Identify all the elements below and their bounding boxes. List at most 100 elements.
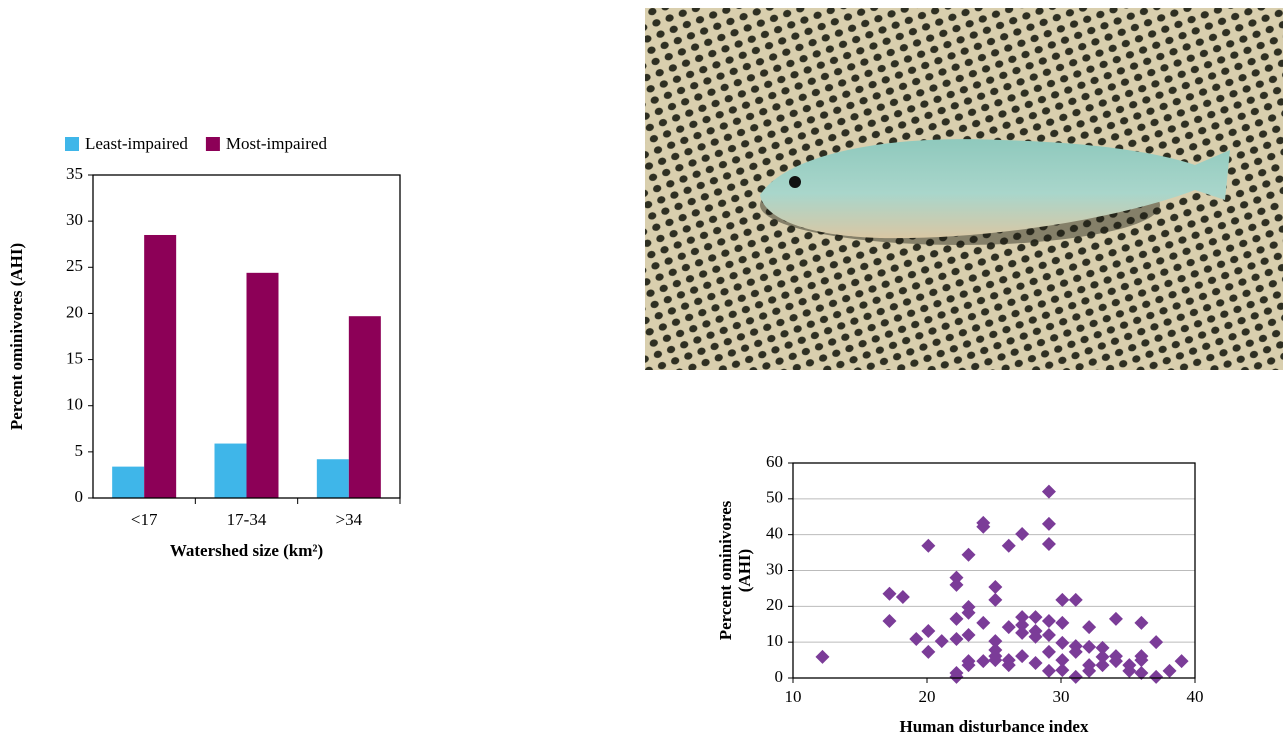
bar [214, 443, 247, 498]
y-tick-label: 60 [766, 452, 783, 471]
legend-swatch [65, 137, 79, 151]
x-tick-label: 40 [1187, 687, 1204, 706]
y-tick-label: 35 [66, 164, 83, 183]
point [961, 547, 976, 562]
point [949, 669, 964, 684]
y-tick-label: 5 [75, 441, 84, 460]
point [988, 634, 1003, 649]
point [988, 579, 1003, 594]
point [1041, 663, 1056, 678]
point [1055, 663, 1070, 678]
point [909, 631, 924, 646]
point [1134, 653, 1149, 668]
point [1134, 615, 1149, 630]
y-tick-label: 50 [766, 488, 783, 507]
point [1015, 649, 1030, 664]
x-tick-label: <17 [131, 510, 158, 529]
point [1015, 610, 1030, 625]
point [949, 631, 964, 646]
point [1162, 663, 1177, 678]
point [815, 649, 830, 664]
point [1041, 536, 1056, 551]
point [1001, 538, 1016, 553]
point [921, 644, 936, 659]
point [1015, 617, 1030, 632]
point [1108, 654, 1123, 669]
x-axis-label: Watershed size (km²) [170, 541, 323, 560]
point [1134, 665, 1149, 680]
y-tick-label: 30 [766, 559, 783, 578]
point [1028, 610, 1043, 625]
y-tick-label: 20 [66, 302, 83, 321]
point [1095, 658, 1110, 673]
point [1082, 620, 1097, 635]
legend-label: Most-impaired [226, 134, 328, 153]
photo [645, 8, 1283, 370]
bar [112, 466, 145, 498]
point [976, 519, 991, 534]
point [1015, 625, 1030, 640]
y-axis-label: Percent ominivores [716, 500, 735, 640]
point [1082, 663, 1097, 678]
x-tick-label: 30 [1053, 687, 1070, 706]
point [1041, 628, 1056, 642]
point [976, 654, 991, 669]
point [921, 624, 936, 639]
bar [144, 234, 177, 498]
x-axis-label: Human disturbance index [900, 717, 1089, 736]
point [882, 586, 897, 601]
point [1055, 592, 1070, 607]
point [1108, 611, 1123, 626]
y-tick-label: 30 [66, 210, 83, 229]
point [988, 592, 1003, 607]
legend-label: Least-impaired [85, 134, 188, 153]
point [1082, 639, 1097, 654]
x-tick-label: 17-34 [227, 510, 267, 529]
plot-frame [792, 462, 1196, 679]
point [961, 628, 976, 642]
y-axis-label: (AHI) [735, 549, 754, 592]
point [949, 577, 964, 592]
legend-swatch [205, 137, 220, 151]
y-tick-label: 0 [775, 667, 784, 686]
point [921, 538, 936, 553]
point [1068, 644, 1083, 659]
point [934, 634, 949, 649]
bar [246, 272, 279, 498]
y-axis-label: Percent ominivores (AHI) [7, 243, 26, 430]
point [1068, 669, 1083, 684]
point [1041, 644, 1056, 659]
point [1028, 629, 1043, 644]
x-tick-label: 10 [785, 687, 802, 706]
point [1055, 635, 1070, 650]
y-tick-label: 25 [66, 256, 83, 275]
x-tick-label: 20 [919, 687, 936, 706]
y-tick-label: 40 [766, 524, 783, 543]
point [1041, 516, 1056, 531]
point [949, 570, 964, 585]
bar [348, 316, 381, 498]
point [988, 653, 1003, 668]
point [1149, 635, 1164, 650]
point [895, 590, 910, 605]
point [1095, 649, 1110, 664]
point [1122, 663, 1137, 678]
point [1095, 640, 1110, 655]
y-tick-label: 0 [75, 487, 84, 506]
point [1028, 655, 1043, 670]
point [1041, 614, 1056, 629]
point [961, 658, 976, 673]
y-tick-label: 10 [766, 631, 783, 650]
bar [316, 459, 349, 498]
y-tick-label: 15 [66, 348, 83, 367]
point [949, 611, 964, 626]
point [976, 615, 991, 630]
point [1055, 653, 1070, 668]
point [1001, 620, 1016, 635]
point [961, 605, 976, 620]
y-tick-label: 20 [766, 595, 783, 614]
plot-frame [92, 174, 401, 499]
point [1001, 658, 1016, 673]
